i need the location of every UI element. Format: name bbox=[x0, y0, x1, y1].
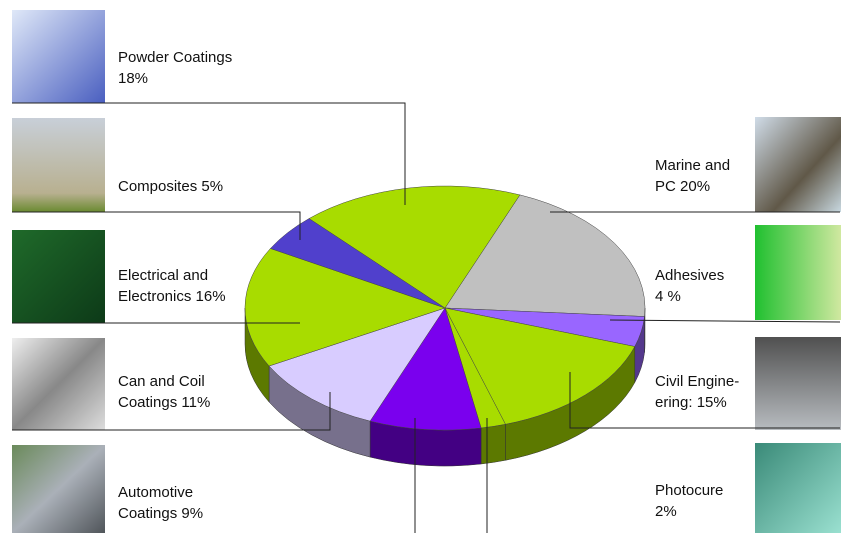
value-label: 18% bbox=[118, 70, 148, 87]
slice-label: Photocure 2% bbox=[655, 480, 735, 522]
photo bbox=[12, 338, 105, 430]
slice-label: Automotive Coatings 9% bbox=[118, 482, 218, 524]
photo bbox=[755, 117, 841, 212]
pie-tops bbox=[245, 186, 645, 430]
value-label: 4 % bbox=[655, 288, 681, 305]
category-label: Adhesives bbox=[655, 267, 724, 284]
photo bbox=[12, 230, 105, 323]
value-label: 20% bbox=[680, 178, 710, 195]
photo bbox=[755, 337, 841, 430]
photo bbox=[12, 445, 105, 533]
slice-side bbox=[481, 424, 505, 464]
slice-label: Composites 5% bbox=[118, 176, 318, 197]
photo bbox=[12, 118, 105, 212]
slice-label: Civil Engine-ering: 15% bbox=[655, 371, 753, 413]
photo bbox=[755, 443, 841, 533]
slice-label: Can and Coil Coatings 11% bbox=[118, 371, 226, 413]
page: Marine and PC 20% Adhesives 4 % Civil Engi… bbox=[0, 0, 841, 533]
value-label: 15% bbox=[697, 394, 727, 411]
slice-label: Adhesives 4 % bbox=[655, 265, 735, 307]
slice-label: Electrical and Electronics 16% bbox=[118, 265, 236, 307]
value-label: 16% bbox=[196, 288, 226, 305]
category-label: Composites bbox=[118, 178, 197, 195]
value-label: 9% bbox=[181, 505, 203, 522]
slice-label: Marine and PC 20% bbox=[655, 155, 747, 197]
category-label: Photocure bbox=[655, 482, 723, 499]
photo bbox=[12, 10, 105, 103]
category-label: Electrical and Electronics bbox=[118, 267, 208, 305]
slice-label: Powder Coatings 18% bbox=[118, 47, 258, 89]
photo bbox=[755, 225, 841, 320]
value-label: 5% bbox=[201, 178, 223, 195]
value-label: 11% bbox=[181, 394, 210, 411]
category-label: Powder Coatings bbox=[118, 49, 232, 66]
value-label: 2% bbox=[655, 503, 677, 520]
